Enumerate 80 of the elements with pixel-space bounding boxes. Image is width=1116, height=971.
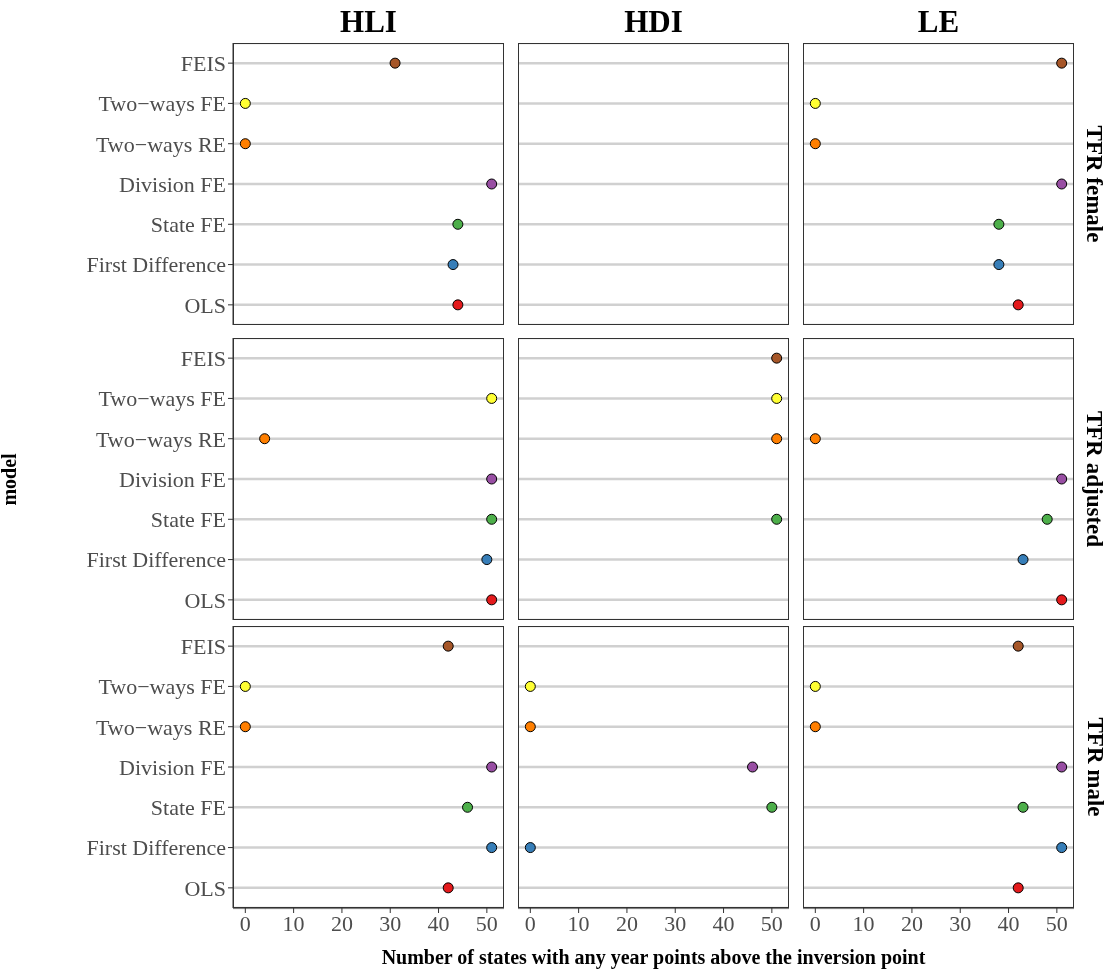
y-tick-label: Two−ways FE [98, 674, 226, 700]
x-tick-label: 40 [997, 910, 1020, 936]
point [993, 218, 1005, 230]
point [452, 218, 464, 230]
chart-title: HLI [339, 3, 398, 41]
point [462, 801, 474, 813]
x-tick-label: 10 [852, 910, 875, 936]
y-tick-label: FEIS [180, 633, 226, 659]
y-tick-label: OLS [184, 875, 226, 901]
point [486, 178, 498, 190]
point [809, 680, 821, 692]
x-tick-label: 50 [475, 910, 498, 936]
x-axis-title: Number of states with any year points above the inversion point [380, 945, 927, 971]
chart-title: LE [916, 3, 961, 41]
y-tick-label: Division FE [119, 466, 226, 492]
x-tick-label: 10 [282, 910, 305, 936]
point [993, 259, 1005, 271]
x-tick-label: 30 [379, 910, 402, 936]
point [1056, 57, 1068, 69]
point [809, 433, 821, 445]
y-tick-label: OLS [184, 292, 226, 318]
x-tick-label: 20 [615, 910, 638, 936]
y-tick-label: State FE [150, 795, 226, 821]
x-tick-label: 50 [1045, 910, 1068, 936]
point [1056, 473, 1068, 485]
y2-axis-title: TFR female [1081, 125, 1108, 243]
y-tick-label: Two−ways RE [95, 714, 226, 740]
point [1041, 513, 1053, 525]
point [239, 721, 251, 733]
x-tick-label: 0 [239, 910, 251, 936]
point [809, 97, 821, 109]
point [486, 842, 498, 854]
y2-axis-title: TFR male [1081, 717, 1108, 817]
point [809, 138, 821, 150]
point [1017, 554, 1029, 566]
y-tick-label: First Difference [86, 547, 226, 573]
x-tick-label: 20 [900, 910, 923, 936]
point [1012, 882, 1024, 894]
point [1056, 761, 1068, 773]
y-tick-label: OLS [184, 587, 226, 613]
point [239, 680, 251, 692]
y-axis-title: model [0, 452, 21, 506]
y-tick-label: First Difference [86, 252, 226, 278]
x-tick-label: 20 [330, 910, 353, 936]
point [239, 97, 251, 109]
x-tick-label: 30 [949, 910, 972, 936]
point [389, 57, 401, 69]
y-tick-label: Two−ways FE [98, 91, 226, 117]
point [1056, 594, 1068, 606]
y-tick-label: Two−ways RE [95, 131, 226, 157]
y-tick-label: State FE [150, 212, 226, 238]
point [809, 721, 821, 733]
point [486, 761, 498, 773]
x-tick-label: 40 [712, 910, 735, 936]
y-tick-label: Two−ways FE [98, 386, 226, 412]
y2-axis-title: TFR adjusted [1081, 410, 1108, 548]
point [1012, 640, 1024, 652]
x-tick-label: 40 [427, 910, 450, 936]
point [447, 259, 459, 271]
x-tick-label: 30 [664, 910, 687, 936]
y-tick-label: Division FE [119, 171, 226, 197]
x-tick-label: 0 [524, 910, 536, 936]
y-tick-label: First Difference [86, 835, 226, 861]
y-tick-label: State FE [150, 507, 226, 533]
point [442, 882, 454, 894]
y-tick-label: Division FE [119, 754, 226, 780]
x-tick-label: 50 [760, 910, 783, 936]
y-tick-label: FEIS [180, 345, 226, 371]
point [1056, 178, 1068, 190]
point [442, 640, 454, 652]
chart-title: HDI [623, 3, 684, 41]
point [1056, 842, 1068, 854]
x-tick-label: 10 [567, 910, 590, 936]
point [452, 299, 464, 311]
point [1017, 801, 1029, 813]
x-tick-label: 0 [809, 910, 821, 936]
y-tick-label: FEIS [180, 50, 226, 76]
y-tick-label: Two−ways RE [95, 426, 226, 452]
point [239, 138, 251, 150]
point [1012, 299, 1024, 311]
